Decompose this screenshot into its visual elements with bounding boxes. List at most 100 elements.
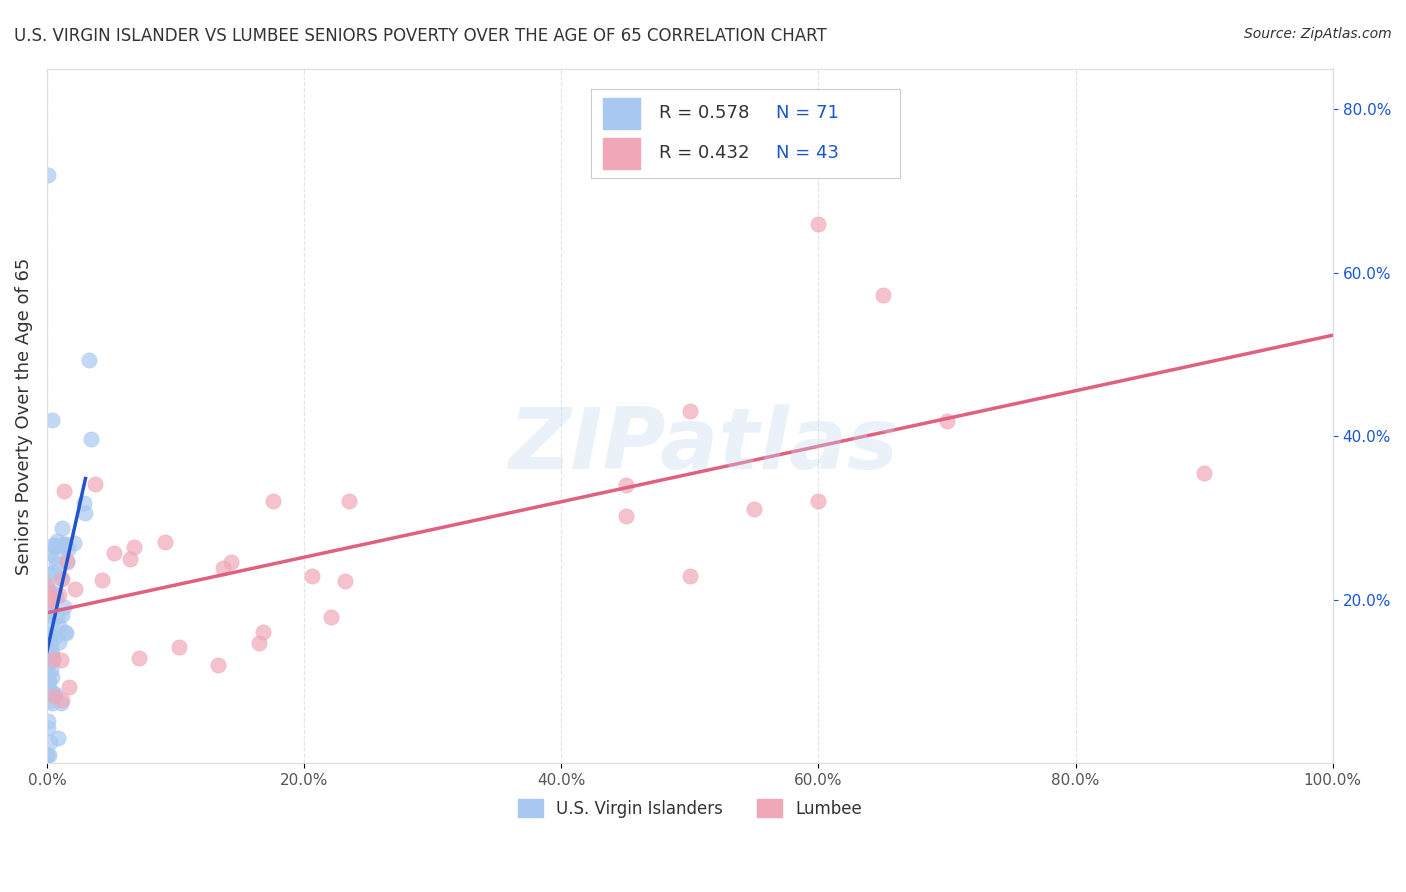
Point	[52, 600, 75, 615]
Point	[45, 589, 67, 603]
Point	[219, 555, 242, 569]
Point	[38, 607, 60, 622]
Point	[679, 568, 702, 582]
Point	[38, 747, 60, 762]
Point	[38, 585, 60, 599]
Point	[333, 574, 356, 588]
Point	[103, 546, 125, 560]
Point	[42, 652, 65, 666]
Text: R = 0.578: R = 0.578	[658, 104, 749, 122]
Text: Source: ZipAtlas.com: Source: ZipAtlas.com	[1244, 27, 1392, 41]
Point	[53, 537, 76, 551]
Point	[77, 352, 100, 367]
Point	[37, 632, 59, 647]
Y-axis label: Seniors Poverty Over the Age of 65: Seniors Poverty Over the Age of 65	[15, 257, 32, 574]
Point	[39, 596, 62, 610]
Point	[63, 536, 86, 550]
Point	[51, 571, 73, 585]
Point	[53, 484, 76, 499]
Point	[44, 687, 66, 701]
Point	[39, 586, 62, 600]
Point	[48, 635, 70, 649]
Point	[679, 403, 702, 417]
Point	[48, 619, 70, 633]
Point	[35, 580, 58, 594]
Point	[58, 542, 80, 557]
Point	[118, 552, 141, 566]
Point	[41, 685, 63, 699]
Point	[37, 747, 59, 762]
Point	[63, 582, 86, 596]
Point	[37, 672, 59, 686]
Point	[38, 632, 60, 646]
Point	[55, 626, 77, 640]
Point	[614, 508, 637, 523]
Point	[37, 670, 59, 684]
Point	[41, 648, 63, 663]
Point	[807, 494, 830, 508]
Point	[37, 694, 59, 708]
Point	[45, 609, 67, 624]
Point	[742, 502, 765, 516]
Point	[80, 432, 103, 446]
Point	[51, 521, 73, 535]
Point	[212, 560, 235, 574]
Point	[39, 735, 62, 749]
Point	[49, 653, 72, 667]
Point	[41, 696, 63, 710]
Point	[319, 609, 342, 624]
Point	[56, 554, 79, 568]
Point	[41, 669, 63, 683]
Point	[42, 538, 65, 552]
Point	[51, 608, 73, 623]
Point	[207, 657, 229, 672]
Point	[807, 217, 830, 231]
Point	[167, 640, 190, 654]
Point	[53, 625, 76, 640]
Point	[37, 592, 59, 607]
FancyBboxPatch shape	[603, 98, 640, 129]
Point	[49, 697, 72, 711]
Point	[42, 689, 65, 703]
Point	[41, 413, 63, 427]
Point	[41, 584, 63, 599]
Point	[38, 545, 60, 559]
Point	[51, 572, 73, 586]
Point	[38, 627, 60, 641]
Legend: U.S. Virgin Islanders, Lumbee: U.S. Virgin Islanders, Lumbee	[512, 793, 869, 824]
Point	[42, 653, 65, 667]
Point	[37, 714, 59, 729]
Point	[153, 535, 176, 549]
Point	[252, 625, 274, 640]
Text: U.S. VIRGIN ISLANDER VS LUMBEE SENIORS POVERTY OVER THE AGE OF 65 CORRELATION CH: U.S. VIRGIN ISLANDER VS LUMBEE SENIORS P…	[14, 27, 827, 45]
Point	[44, 549, 66, 564]
Point	[39, 593, 62, 607]
Point	[37, 605, 59, 619]
Point	[38, 632, 60, 646]
Point	[41, 646, 63, 660]
Point	[872, 287, 894, 301]
Point	[38, 650, 60, 665]
Point	[1192, 467, 1215, 481]
Point	[75, 506, 97, 520]
Point	[91, 573, 114, 587]
Point	[262, 494, 284, 508]
Point	[39, 591, 62, 606]
Point	[48, 588, 70, 602]
Point	[37, 578, 59, 592]
Point	[45, 557, 67, 571]
Point	[48, 731, 70, 746]
Point	[337, 494, 360, 508]
Point	[39, 663, 62, 677]
Point	[73, 495, 96, 509]
Point	[37, 593, 59, 607]
Point	[128, 651, 150, 665]
Point	[53, 537, 76, 551]
Point	[124, 540, 146, 554]
Point	[301, 568, 323, 582]
Point	[37, 747, 59, 762]
Point	[37, 667, 59, 681]
Point	[37, 721, 59, 735]
Point	[39, 616, 62, 631]
Point	[58, 681, 80, 695]
